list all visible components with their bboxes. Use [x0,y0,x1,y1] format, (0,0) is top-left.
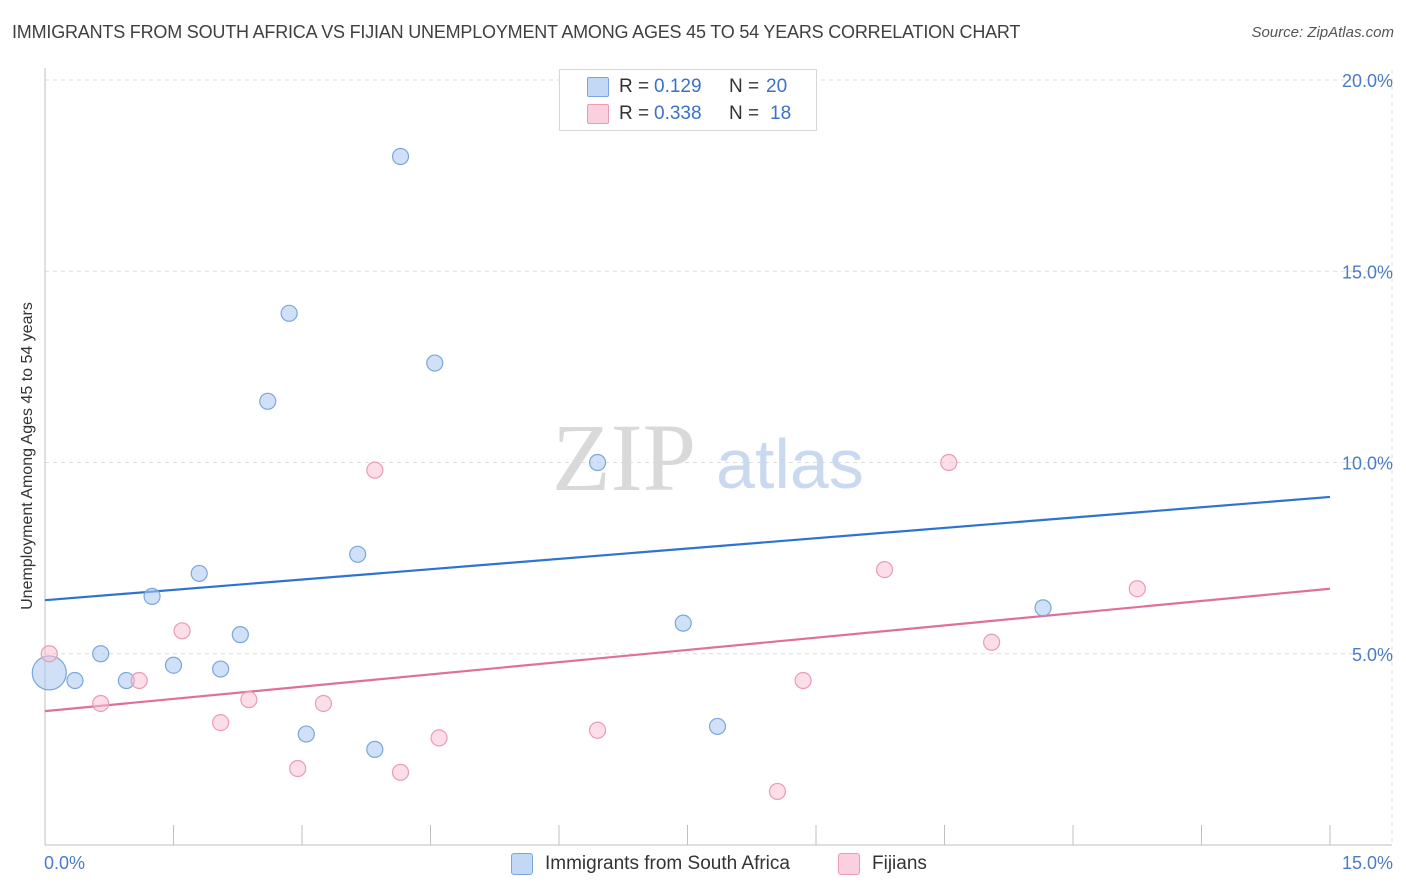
point-south-africa [212,660,230,678]
point-south-africa [366,740,384,758]
point-south-africa [66,671,84,690]
legend-label-fijians: Fijians [872,853,927,874]
y-tick-label: 5.0% [1352,645,1393,665]
legend-r-label: R = [619,76,650,97]
legend-swatch-south-africa [511,853,533,875]
legend-n-label: N = [729,76,760,97]
tick-labels: 20.0% 15.0% 10.0% 5.0% 0.0% 15.0% [44,71,1393,873]
y-tick-label: 15.0% [1342,262,1393,282]
point-fijians [212,713,230,732]
legend-n-label: N = [729,103,760,124]
trend-line [44,495,1331,602]
legend-swatch-fijians [838,853,860,875]
legend-n-value: 18 [770,103,792,124]
source-label: Source: ZipAtlas.com [1251,24,1394,41]
point-south-africa [588,453,607,472]
point-south-africa [391,147,410,166]
x-tick-label: 0.0% [44,853,85,873]
point-south-africa [280,304,298,322]
point-fijians [314,694,333,713]
legend-swatch-fijians [587,104,609,124]
legend-r-value: 0.129 [654,76,702,97]
point-south-africa [297,725,315,743]
chart-title: IMMIGRANTS FROM SOUTH AFRICA VS FIJIAN U… [12,22,1021,42]
point-fijians [366,461,384,479]
point-south-africa [92,645,110,663]
point-south-africa [231,626,249,644]
point-south-africa [1034,599,1052,617]
legend-swatch-south-africa [587,77,609,97]
point-south-africa [708,717,727,736]
point-south-africa [674,614,692,632]
legend-r-label: R = [619,103,650,124]
legend-item-fijians[interactable]: Fijians [838,852,927,876]
point-fijians [130,671,148,690]
point-fijians [940,453,958,472]
point-fijians [430,729,448,747]
y-tick-label: 10.0% [1342,454,1393,474]
point-fijians [588,721,607,739]
x-tick-label: 15.0% [1342,853,1393,873]
point-fijians [173,622,191,640]
watermark-zip: ZIP [552,404,696,511]
legend-item-south-africa[interactable]: Immigrants from South Africa [511,852,790,876]
point-fijians [1128,580,1146,598]
trend-lines [44,495,1331,713]
point-south-africa [349,545,367,563]
point-south-africa [259,392,277,410]
legend-n-value: 20 [766,76,788,97]
watermark-atlas: atlas [716,425,864,503]
point-south-africa [164,656,183,674]
point-fijians [983,633,1001,651]
point-fijians [289,759,307,778]
point-fijians [40,645,58,663]
axes [44,68,1392,846]
legend-label-south-africa: Immigrants from South Africa [545,853,790,874]
point-south-africa [190,564,208,583]
y-tick-label: 20.0% [1342,71,1393,91]
point-south-africa [426,354,444,372]
point-fijians [768,782,787,801]
point-fijians [240,691,258,709]
point-fijians [875,560,894,579]
point-fijians [92,694,110,713]
point-fijians [794,671,812,690]
stats-legend: R = 0.129 N = 20 R = 0.338 N = 18 [559,69,817,131]
point-south-africa [143,587,161,605]
trend-line [44,587,1331,713]
point-fijians [391,763,410,781]
data-points [31,147,1146,801]
legend-r-value: 0.338 [654,103,702,124]
